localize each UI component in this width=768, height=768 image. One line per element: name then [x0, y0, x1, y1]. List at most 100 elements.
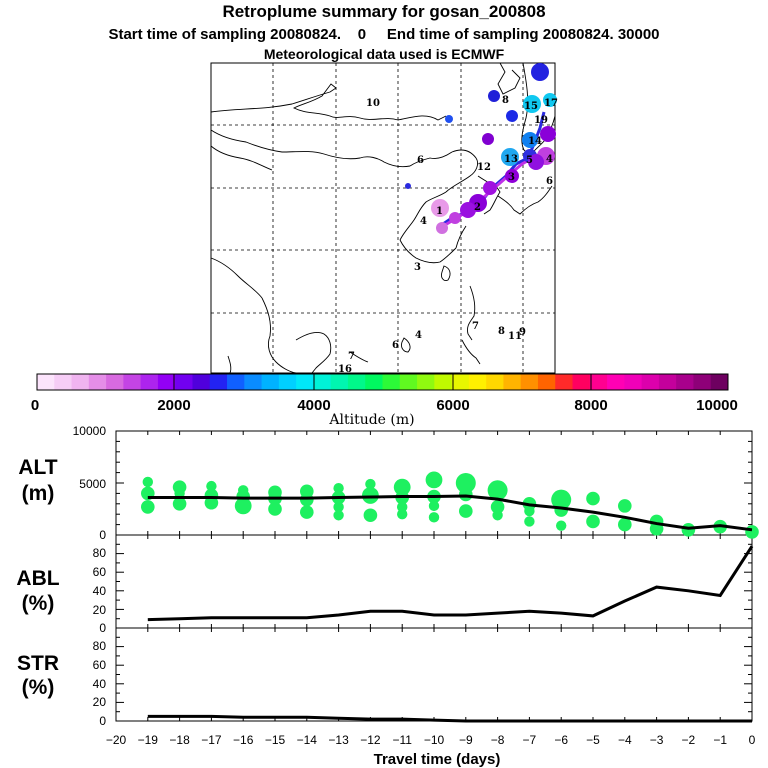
- alt-scatter-point: [425, 471, 443, 489]
- alt-scatter-point: [618, 517, 632, 532]
- x-tick-label: −19: [138, 733, 159, 747]
- alt-scatter-point: [333, 501, 344, 513]
- x-tick-label: −16: [233, 733, 254, 747]
- plume-circle: [488, 90, 500, 102]
- alt-scatter-point: [618, 499, 632, 513]
- x-tick-label: −8: [491, 733, 505, 747]
- x-tick-label: −3: [650, 733, 664, 747]
- alt-scatter-point: [490, 500, 505, 514]
- colorbar-swatch: [244, 374, 263, 390]
- alt-scatter-point: [428, 500, 440, 512]
- alt-scatter-point: [745, 525, 759, 539]
- plume-circle: [501, 148, 519, 166]
- colorbar-swatch: [537, 374, 556, 390]
- map-label: 8: [498, 326, 505, 337]
- colorbar-swatch: [589, 374, 608, 390]
- str-line: [147, 714, 752, 723]
- alt-scatter-point: [428, 512, 440, 523]
- sampling-time-subtitle: Start time of sampling 20080824. 0 End t…: [108, 26, 660, 43]
- plume-circles: [405, 63, 557, 234]
- y-tick-label: 0: [99, 621, 106, 635]
- colorbar-tick-label: 8000: [574, 397, 607, 414]
- map-label: 3: [414, 262, 421, 273]
- alt-scatter-point: [586, 491, 600, 506]
- plume-circle: [445, 115, 453, 123]
- colorbar-swatch: [261, 374, 280, 390]
- colorbar-swatch: [693, 374, 712, 390]
- abl-y-tick-labels: 80 60 40 20 0: [93, 546, 107, 635]
- map-label: 4: [420, 216, 427, 227]
- colorbar-swatch: [503, 374, 522, 390]
- colorbar-swatch: [88, 374, 107, 390]
- alt-scatter-point: [333, 483, 344, 494]
- colorbar-swatch: [157, 374, 176, 390]
- alt-scatter-point: [362, 487, 379, 504]
- colorbar-tick-label: 2000: [157, 397, 190, 414]
- x-tick-label: 0: [749, 733, 756, 747]
- plume-circle: [405, 183, 411, 189]
- plume-circle: [505, 169, 519, 183]
- colorbar-swatch: [555, 374, 574, 390]
- alt-scatter-point: [300, 492, 314, 507]
- colorbar-swatch: [641, 374, 660, 390]
- plume-circle: [436, 222, 448, 234]
- map-frame: [210, 62, 556, 374]
- colorbar-tick-label: 0: [31, 397, 39, 414]
- colorbar-swatch: [624, 374, 643, 390]
- x-tick-label: −10: [424, 733, 445, 747]
- colorbar-swatch: [520, 374, 539, 390]
- colorbar-swatch: [227, 374, 245, 390]
- colorbar-swatch: [676, 374, 694, 390]
- map-label: 8: [502, 95, 509, 106]
- alt-scatter-point: [586, 514, 600, 529]
- alt-scatter-point: [524, 516, 535, 527]
- alt-mean-line: [147, 494, 753, 532]
- alt-panel-unit: (m): [22, 482, 55, 505]
- y-tick-label: 60: [93, 658, 107, 672]
- alt-scatter-point: [141, 500, 155, 514]
- meteorological-data-note: Meteorological data used is ECMWF: [263, 46, 505, 62]
- colorbar-swatch: [399, 374, 418, 390]
- plume-circle: [523, 95, 541, 113]
- plume-circle: [431, 199, 449, 217]
- x-tick-label: −20: [106, 733, 127, 747]
- plume-circle: [449, 212, 461, 224]
- map-day-labels: 10 6 4 3 4 6 7 16 7 8 11 9 12 8 6 1 2 3 …: [338, 95, 558, 375]
- map-label: 7: [472, 321, 479, 332]
- colorbar-swatch: [71, 374, 90, 390]
- y-tick-label: 5000: [79, 477, 106, 491]
- x-tick-label: −4: [618, 733, 632, 747]
- colorbar-frame: [36, 373, 729, 391]
- str-panel-label: STR: [17, 652, 59, 675]
- plume-circle: [543, 93, 557, 107]
- colorbar-swatch: [417, 374, 435, 390]
- plume-circle: [522, 132, 538, 148]
- map-label: 2: [474, 202, 481, 213]
- alt-scatter-point: [459, 487, 473, 502]
- colorbar-swatch: [451, 374, 470, 390]
- colorbar-swatch: [486, 374, 504, 390]
- colorbar-swatch: [175, 374, 193, 390]
- alt-scatter-point: [174, 488, 185, 499]
- x-tick-label: −6: [554, 733, 568, 747]
- y-tick-label: 80: [93, 546, 107, 560]
- x-tick-label: −15: [265, 733, 286, 747]
- map-label: 1: [436, 206, 443, 217]
- alt-scatter-point: [333, 510, 344, 521]
- altitude-colorbar: [36, 373, 729, 391]
- map-label: 6: [546, 176, 553, 187]
- colorbar-label: Altitude (m): [328, 412, 414, 428]
- abl-panel-label: ABL: [16, 567, 59, 590]
- colorbar-tick-label: 6000: [436, 397, 469, 414]
- x-tick-label: −17: [201, 733, 222, 747]
- colorbar-swatch: [382, 374, 401, 390]
- colorbar-swatch: [123, 374, 142, 390]
- abl-panel-unit: (%): [22, 592, 55, 615]
- map-label: 9: [519, 327, 526, 338]
- plume-circle: [483, 181, 497, 195]
- y-tick-label: 10000: [73, 424, 107, 438]
- alt-scatter-points: [141, 471, 759, 539]
- str-y-tick-labels: 80 60 40 20 0: [93, 639, 107, 728]
- alt-scatter-point: [455, 473, 476, 493]
- colorbar-swatch: [313, 374, 332, 390]
